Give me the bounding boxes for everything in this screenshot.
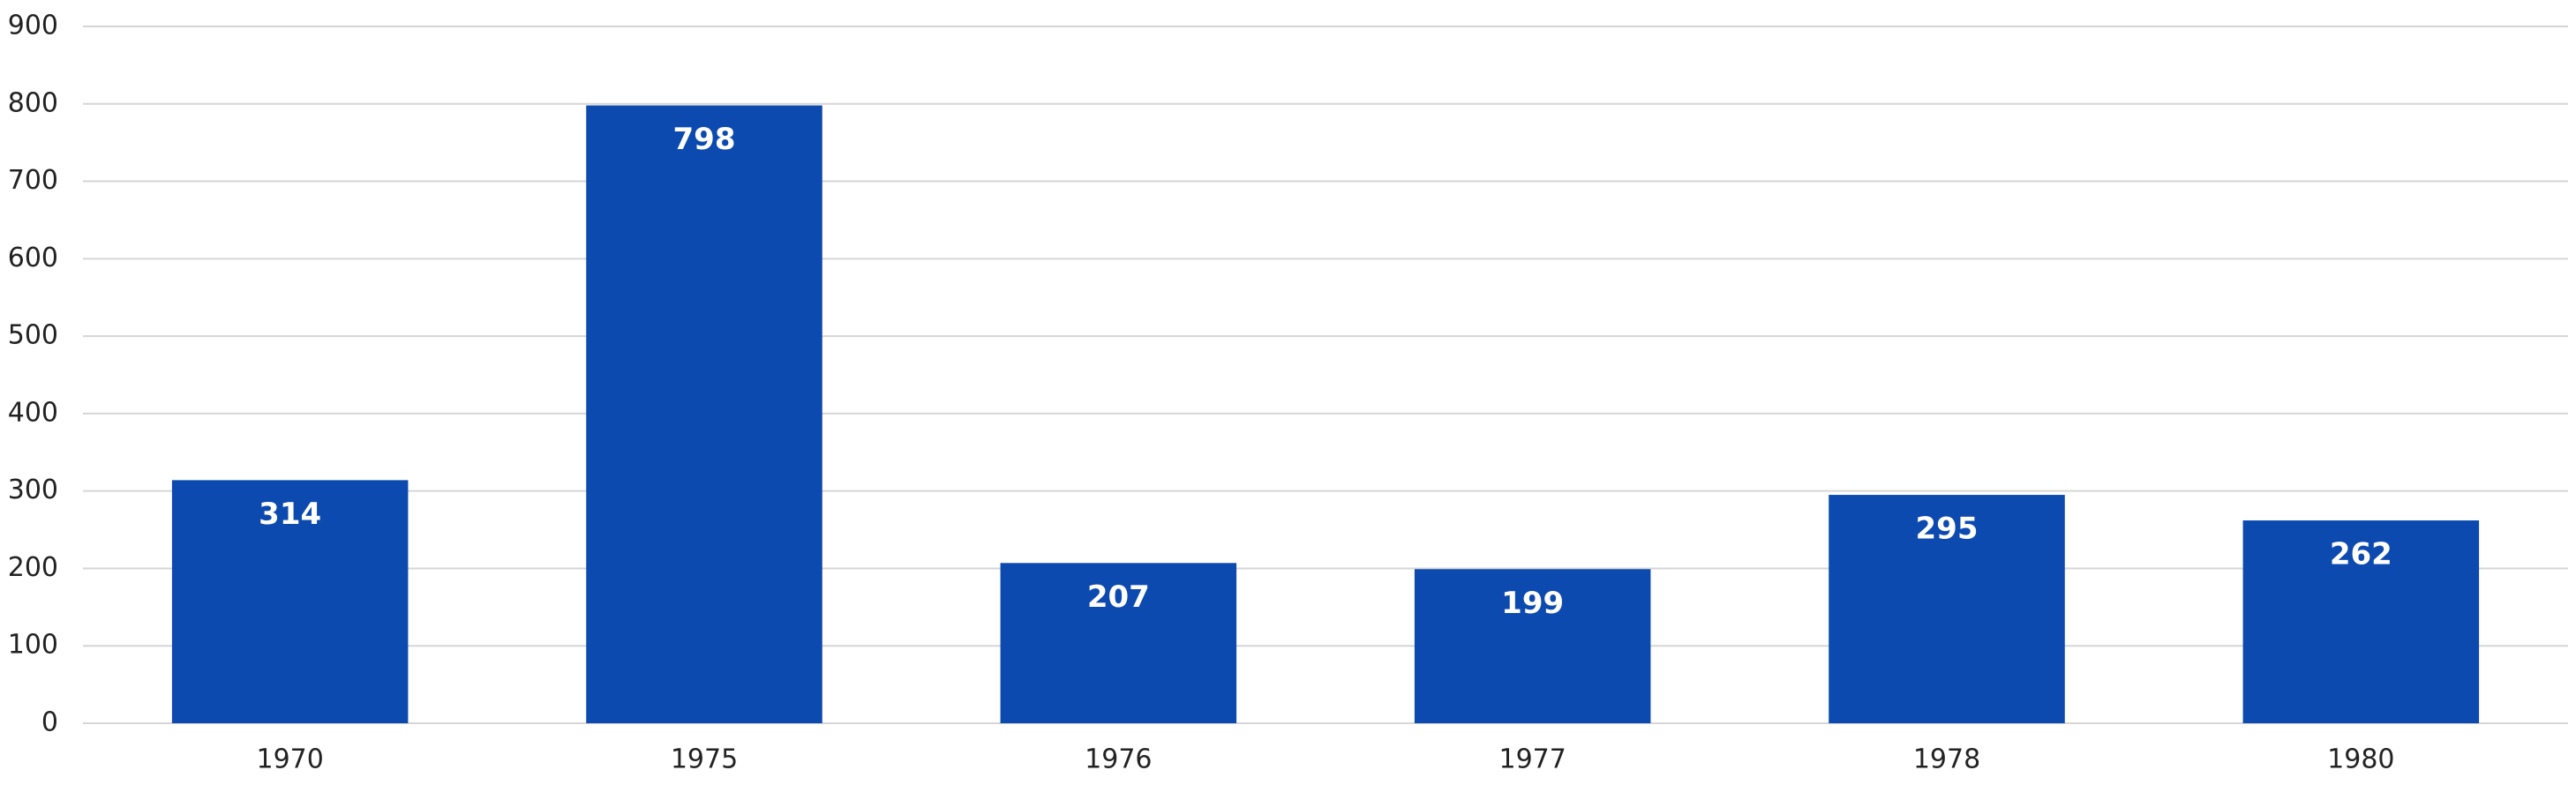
bar: [171, 480, 409, 723]
bar: [2242, 520, 2480, 723]
y-tick-label: 500: [8, 320, 58, 351]
x-tick-label: 1970: [256, 744, 323, 775]
bar: [586, 105, 822, 724]
x-tick-label: 1980: [2327, 744, 2394, 775]
y-tick-label: 100: [8, 630, 58, 661]
bar: [1829, 495, 2065, 723]
y-tick-label: 900: [8, 11, 58, 41]
value-label: 314: [259, 497, 321, 532]
y-tick-label: 200: [8, 552, 58, 583]
x-tick-label: 1978: [1913, 744, 1980, 775]
x-tick-label: 1976: [1085, 744, 1152, 775]
y-tick-label: 0: [41, 707, 58, 738]
y-tick-label: 600: [8, 243, 58, 273]
y-tick-label: 700: [8, 165, 58, 196]
y-tick-label: 800: [8, 87, 58, 118]
x-tick-label: 1977: [1498, 744, 1566, 775]
bar: [1414, 569, 1651, 723]
x-tick-label: 1975: [671, 744, 738, 775]
bar: [1000, 563, 1237, 723]
y-tick-label: 400: [8, 397, 58, 428]
value-label: 798: [673, 122, 736, 157]
value-label: 199: [1501, 586, 1564, 621]
value-label: 207: [1087, 579, 1150, 615]
value-label: 262: [2330, 537, 2392, 572]
value-label: 295: [1916, 512, 1979, 547]
y-tick-label: 300: [8, 475, 58, 505]
